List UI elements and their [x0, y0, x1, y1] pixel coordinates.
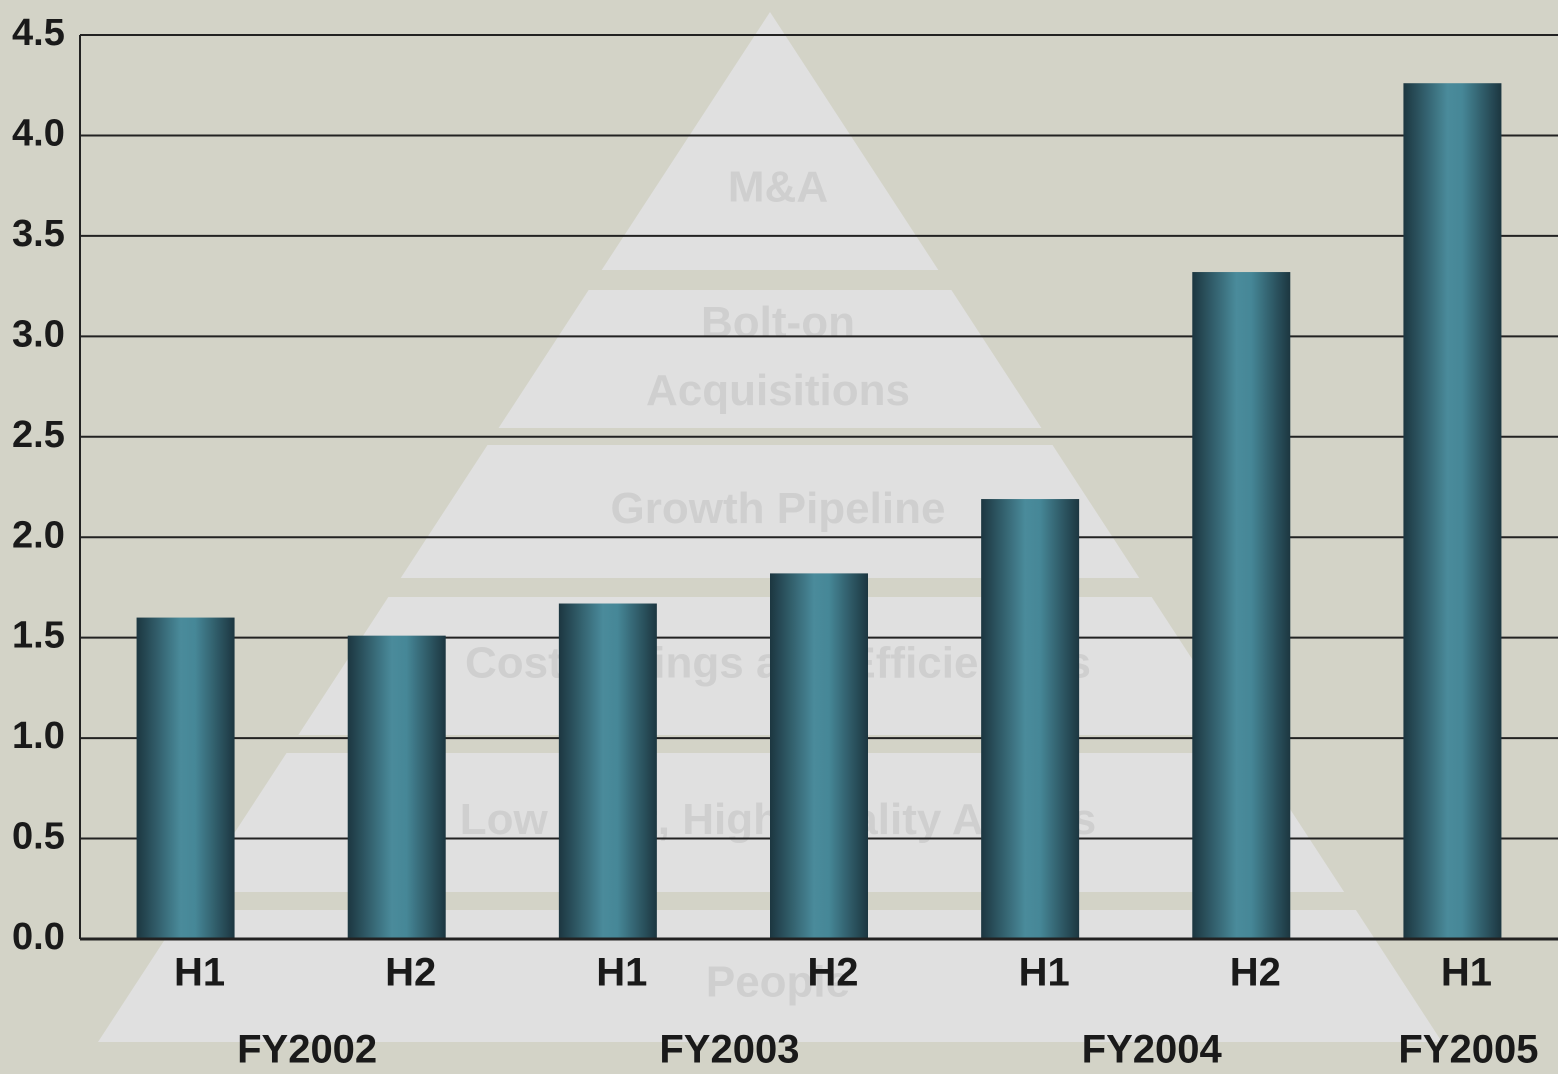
pyramid-label: Growth Pipeline: [611, 484, 946, 533]
x-tick-label: H2: [807, 951, 858, 995]
bar: [1192, 272, 1291, 939]
y-tick-label: 0.5: [12, 816, 65, 858]
plot: 0.00.51.01.52.02.53.03.54.04.5H1 H2FY2002…: [12, 12, 1558, 1072]
pyramid-label: Bolt-on Acquisitions: [646, 298, 910, 415]
pyramid-label: M&A: [728, 163, 828, 212]
group-label: FY2003: [659, 1028, 799, 1072]
x-tick-label: H1: [596, 951, 647, 995]
bar: [347, 635, 446, 939]
bar: [1403, 83, 1502, 940]
x-tick-label: H2: [385, 951, 436, 995]
y-tick-label: 4.0: [12, 112, 65, 154]
group-label: FY2002: [237, 1028, 377, 1072]
x-tick-label: H2: [1230, 951, 1281, 995]
y-tick-label: 0.0: [12, 916, 65, 958]
bar: [558, 603, 657, 939]
pyramid-layer: [400, 445, 1140, 578]
pyramid-layer: [601, 12, 939, 270]
x-tick-label: H1: [1441, 951, 1492, 995]
y-tick-label: 3.5: [12, 213, 65, 255]
y-tick-label: 3.0: [12, 313, 65, 355]
y-tick-label: 4.5: [12, 12, 65, 54]
pyramid-layer: [498, 290, 1042, 428]
y-tick-label: 2.0: [12, 514, 65, 556]
bar: [981, 499, 1080, 939]
group-label: FY2005: [1398, 1028, 1538, 1072]
y-tick-label: 1.0: [12, 715, 65, 757]
y-tick-label: 1.5: [12, 615, 65, 657]
group-label: FY2004: [1082, 1028, 1223, 1072]
x-tick-label: H1: [1019, 951, 1070, 995]
bar: [136, 617, 235, 939]
y-tick-label: 2.5: [12, 414, 65, 456]
x-tick-label: H1: [174, 951, 225, 995]
pyramid-layer: [98, 910, 1442, 1042]
bar: [770, 573, 868, 939]
pyramid-label: People: [706, 958, 850, 1007]
